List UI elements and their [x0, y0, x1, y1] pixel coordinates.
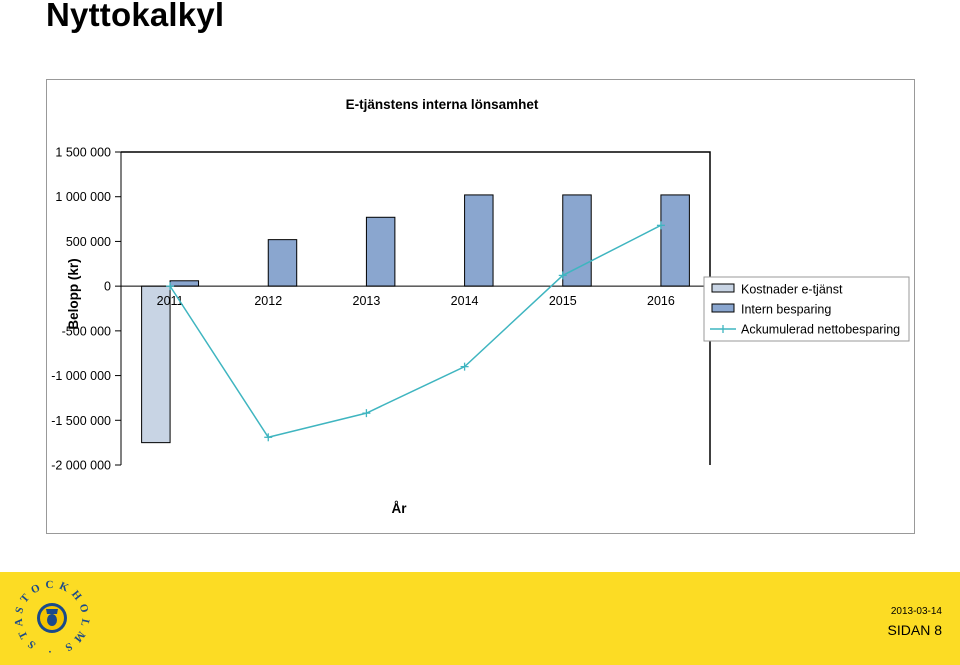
- bar-intern-besparing-2013: [365, 216, 396, 287]
- chart: E-tjänstens interna lönsamhet Belopp (kr…: [51, 97, 910, 516]
- y-tick-label: 500 000: [66, 235, 111, 249]
- line-marker-2016: [656, 221, 665, 230]
- y-axis-label: Belopp (kr): [66, 258, 81, 329]
- x-tick-label-2013: 2013: [353, 294, 381, 308]
- legend-label: Kostnader e-tjänst: [741, 283, 843, 297]
- bar-kostnader-e-tj-nst-2011: [141, 285, 171, 444]
- page-number: SIDAN 8: [887, 622, 942, 638]
- x-axis-label: År: [391, 501, 407, 516]
- chart-frame: E-tjänstens interna lönsamhet Belopp (kr…: [46, 79, 915, 534]
- legend-label: Intern besparing: [741, 303, 831, 317]
- y-tick-label: -1 500 000: [51, 414, 111, 428]
- bar-intern-besparing-2014: [464, 194, 494, 287]
- y-tick-label: -1 000 000: [51, 369, 111, 383]
- x-tick-label-2015: 2015: [549, 294, 577, 308]
- stockholm-stad-logo: STOCKHOLMS · STAD ·: [12, 578, 87, 657]
- legend-label: Ackumulerad nettobesparing: [741, 323, 900, 337]
- line-marker-2012: [264, 433, 273, 442]
- chart-title: E-tjänstens interna lönsamhet: [346, 97, 539, 112]
- line-ackumulerad-nettobesparing: [169, 224, 662, 439]
- plot-area: 1 500 000 1 000 000 500 000 0 -500 000 -1 000…: [51, 146, 711, 473]
- x-tick-label-2016: 2016: [647, 294, 675, 308]
- line-marker-2013: [362, 409, 371, 418]
- bar-intern-besparing-2016: [660, 194, 690, 287]
- legend-swatch: [711, 303, 735, 313]
- line-marker-2014: [460, 362, 469, 371]
- plot-border: [121, 151, 711, 465]
- bar-intern-besparing-2011: [169, 280, 200, 287]
- footer: STOCKHOLMS · STAD · 2013-03-14 SIDAN 8: [0, 572, 960, 665]
- line-marker-2011: [166, 282, 175, 291]
- y-tick-label: 1 000 000: [55, 190, 111, 204]
- x-tick-label-2014: 2014: [451, 294, 479, 308]
- legend-box: [703, 276, 910, 342]
- x-tick-label-2012: 2012: [254, 294, 282, 308]
- y-tick-label: 1 500 000: [55, 146, 111, 160]
- bar-intern-besparing-2012: [267, 239, 298, 287]
- y-tick-label: 0: [104, 280, 111, 294]
- footer-date: 2013-03-14: [890, 606, 942, 617]
- slide-title: Nyttokalkyl: [46, 0, 225, 33]
- legend-swatch: [711, 283, 735, 293]
- y-tick-label: -500 000: [62, 324, 111, 338]
- y-tick-label: -2 000 000: [51, 459, 111, 473]
- bar-intern-besparing-2015: [562, 194, 592, 287]
- line-marker-2015: [558, 271, 567, 280]
- legend: Kostnader e-tjänst Intern besparing Ackumu…: [703, 276, 910, 342]
